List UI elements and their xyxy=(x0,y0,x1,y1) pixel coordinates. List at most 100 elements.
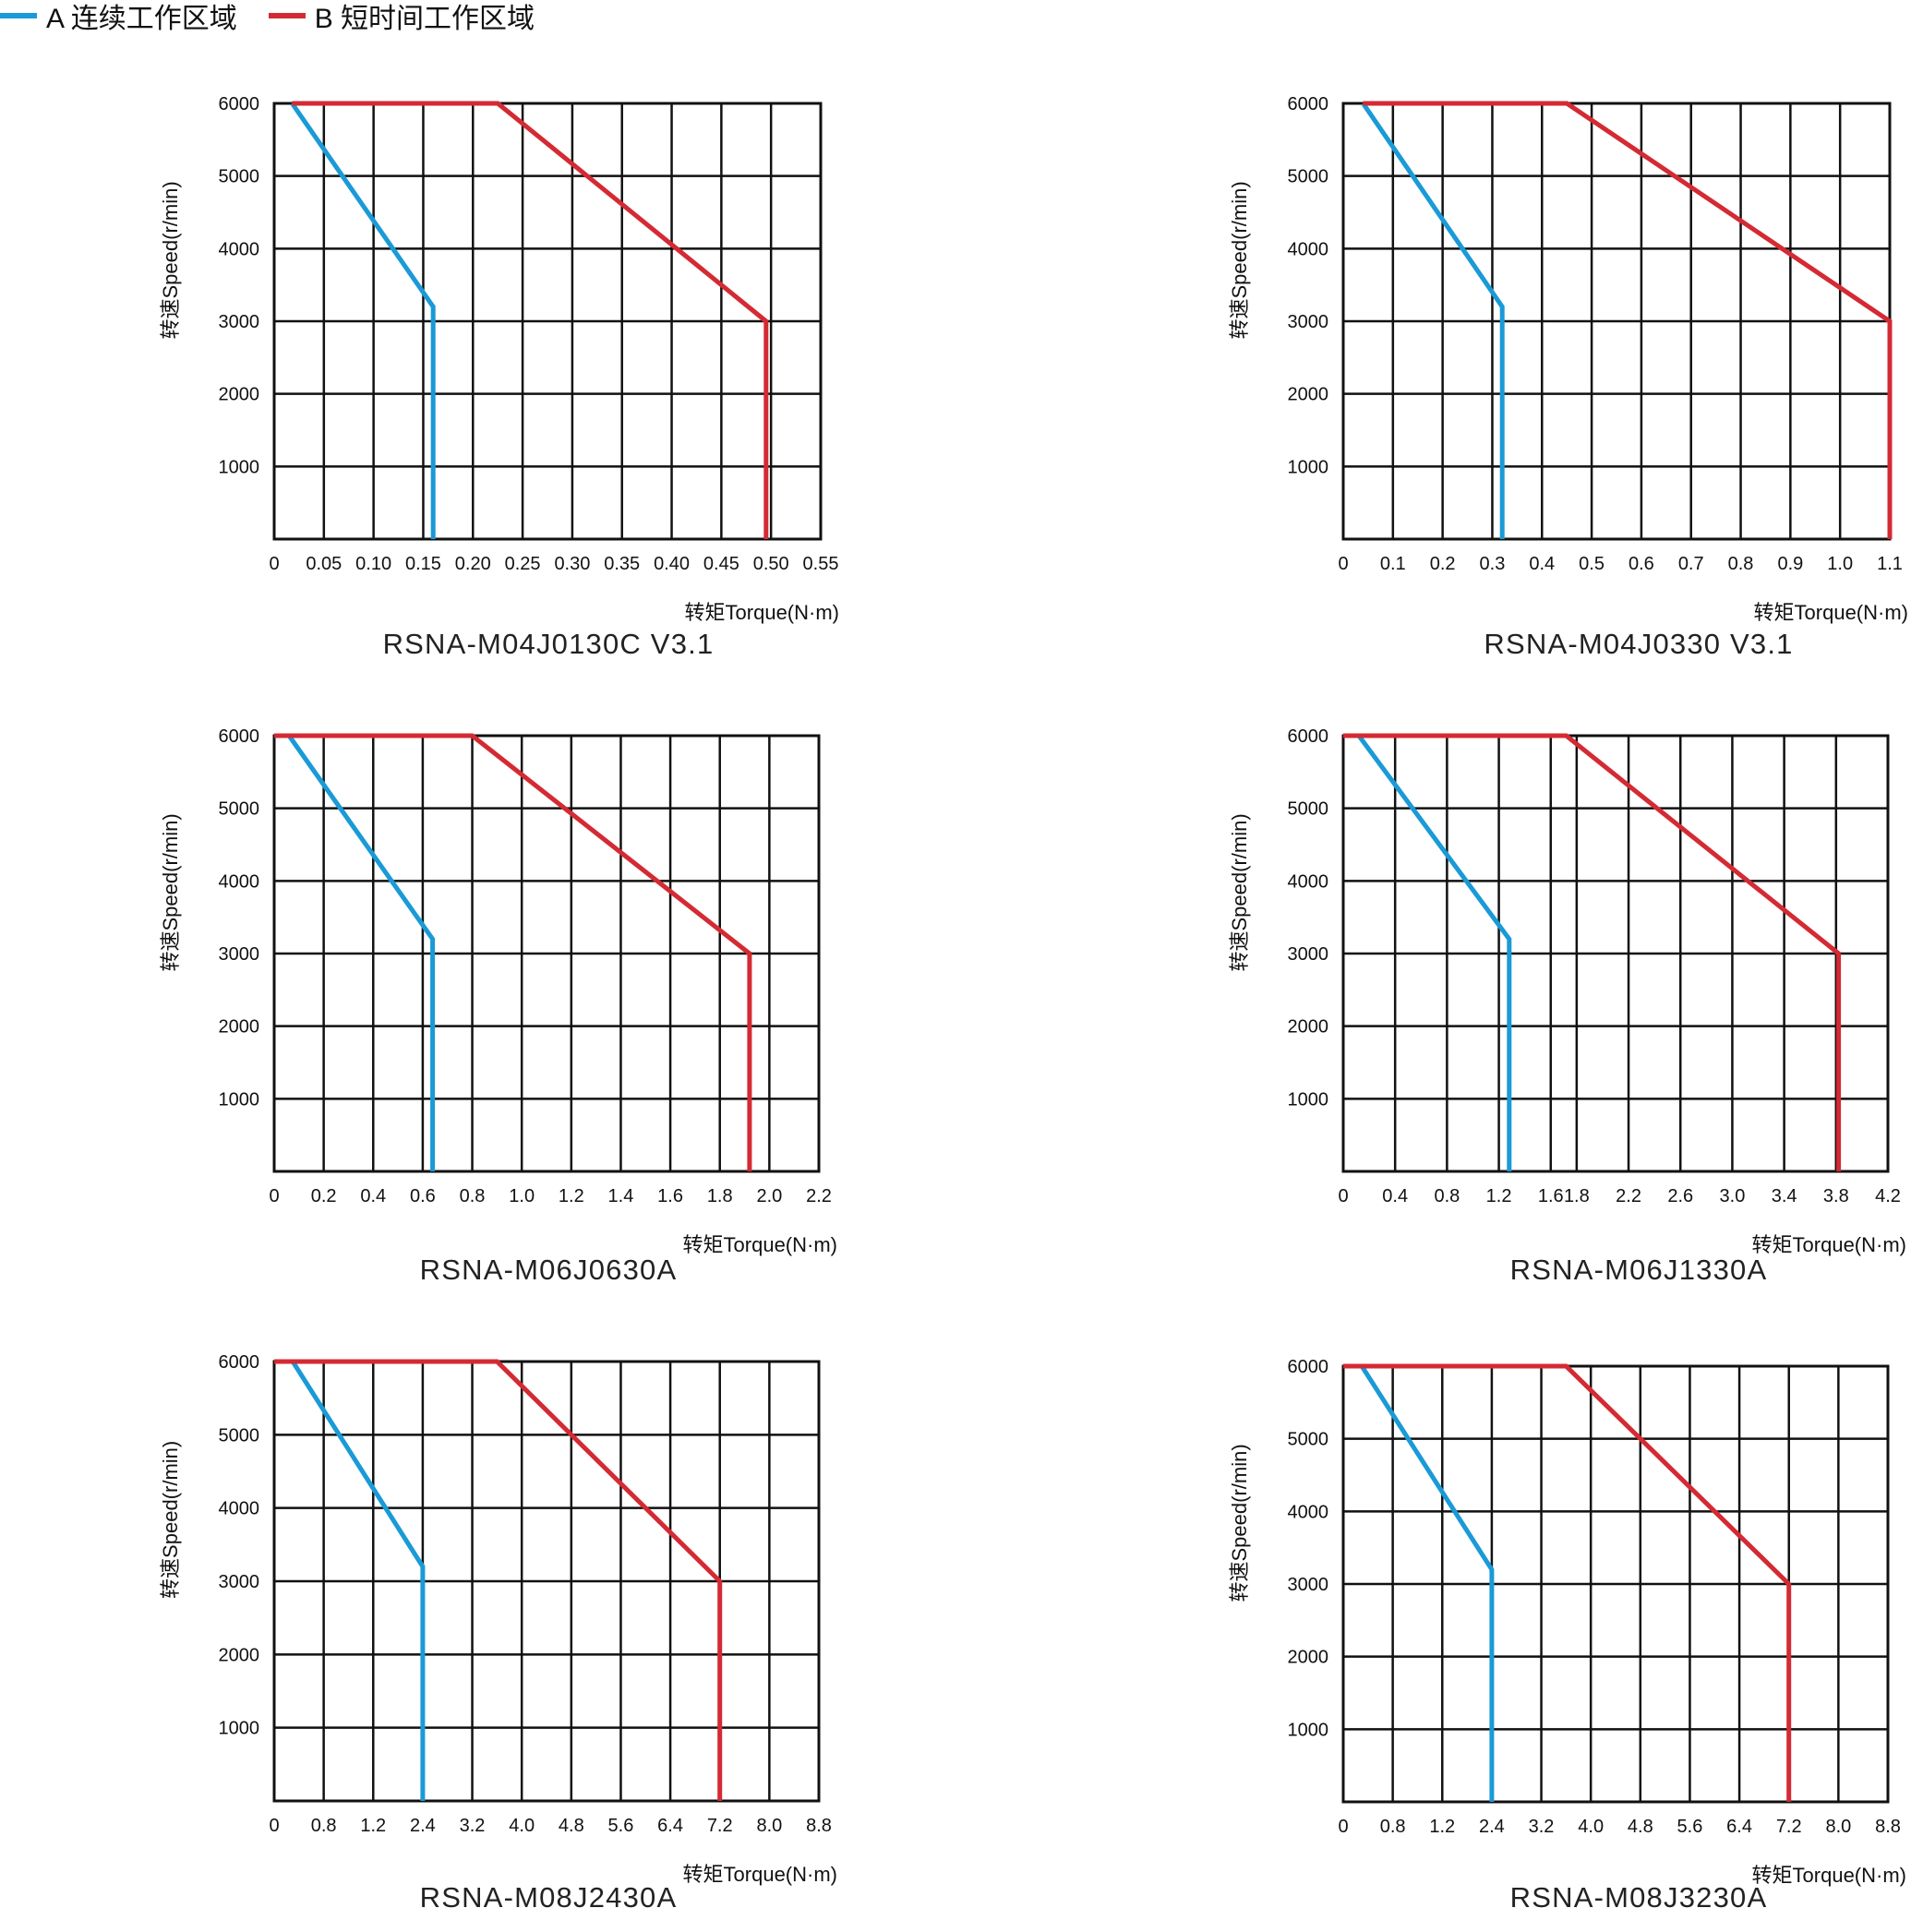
x-tick-label: 0.8 xyxy=(460,1186,486,1206)
y-axis-label: 转速Speed(r/min) xyxy=(1228,813,1251,971)
x-tick-label: 1.2 xyxy=(559,1186,584,1206)
y-tick-label: 3000 xyxy=(219,312,260,332)
y-tick-label: 2000 xyxy=(1288,1017,1329,1038)
x-tick-label: 0.10 xyxy=(355,554,391,574)
y-tick-label: 5000 xyxy=(1288,167,1329,187)
x-tick-label: 8.0 xyxy=(1825,1817,1851,1837)
y-axis-label: 转速Speed(r/min) xyxy=(159,181,182,339)
x-tick-label: 0.2 xyxy=(311,1186,337,1206)
y-tick-label: 5000 xyxy=(219,167,260,187)
legend-item-b: B 短时间工作区域 xyxy=(268,0,535,36)
y-tick-label: 4000 xyxy=(219,239,260,259)
x-tick-label: 0.40 xyxy=(654,554,690,574)
chart-caption-2: RSNA-M04J0330 V3.1 xyxy=(1484,628,1794,660)
x-tick-label: 2.4 xyxy=(410,1816,436,1836)
series-b-line xyxy=(274,733,752,1171)
x-tick-label: 1.8 xyxy=(1564,1186,1590,1206)
y-tick-label: 5000 xyxy=(1288,1430,1329,1450)
x-axis-label: 转矩Torque(N·m) xyxy=(1754,601,1908,624)
x-tick-label: 2.2 xyxy=(806,1186,832,1206)
x-tick-label: 7.2 xyxy=(707,1816,733,1836)
y-tick-label: 5000 xyxy=(219,1425,260,1446)
x-tick-label: 3.2 xyxy=(460,1816,486,1836)
x-tick-label: 3.8 xyxy=(1823,1186,1849,1206)
y-tick-label: 1000 xyxy=(1288,1720,1329,1740)
x-tick-label: 0.4 xyxy=(1529,554,1555,574)
plot-frame xyxy=(1341,1364,1890,1804)
x-tick-label: 8.8 xyxy=(806,1816,832,1836)
x-tick-label: 0.5 xyxy=(1579,554,1605,574)
y-axis-label: 转速Speed(r/min) xyxy=(159,1441,182,1599)
y-tick-label: 1000 xyxy=(219,1719,260,1739)
legend-label-b: B 短时间工作区域 xyxy=(314,4,535,34)
x-tick-label: 0.8 xyxy=(1728,554,1754,574)
x-tick-label: 4.2 xyxy=(1875,1186,1901,1206)
chart-panel-5: 0 0.8 1.2 2.4 3.2 4.0 4.8 5.6 6.4 7.2 8.0 8.8 1000 20… xyxy=(145,1349,847,1902)
y-tick-label: 3000 xyxy=(1288,312,1329,332)
y-tick-label: 3000 xyxy=(1288,1575,1329,1595)
x-tick-label: 0 xyxy=(1338,1186,1348,1206)
x-tick-label: 5.6 xyxy=(1677,1817,1703,1837)
plot-frame xyxy=(272,1360,821,1803)
x-tick-label: 1.2 xyxy=(360,1816,386,1836)
chart-panel-6: 0 0.8 1.2 2.4 3.2 4.0 4.8 5.6 6.4 7.2 8.0 8.8 1000 20… xyxy=(1214,1353,1911,1903)
y-tick-label: 4000 xyxy=(1288,239,1329,259)
plot-frame xyxy=(272,734,821,1173)
y-tick-label: 1000 xyxy=(1288,457,1329,477)
legend-item-a: A 连续工作区域 xyxy=(0,0,237,36)
series-b-line xyxy=(1343,1363,1792,1802)
x-tick-label: 1.8 xyxy=(707,1186,733,1206)
x-axis-label: 转矩Torque(N·m) xyxy=(685,601,839,624)
x-tick-label: 0.7 xyxy=(1678,554,1704,574)
x-tick-label: 2.0 xyxy=(756,1186,782,1206)
chart-caption-4: RSNA-M06J1330A xyxy=(1509,1254,1768,1286)
x-tick-label: 0 xyxy=(269,1816,279,1836)
x-tick-label: 0.2 xyxy=(1430,554,1456,574)
series-b-line xyxy=(274,1359,723,1801)
y-tick-label: 1000 xyxy=(219,457,260,477)
y-axis-label: 转速Speed(r/min) xyxy=(1228,181,1251,339)
y-tick-label: 2000 xyxy=(219,385,260,405)
x-tick-label: 2.4 xyxy=(1479,1817,1505,1837)
series-a-line xyxy=(1359,1364,1495,1802)
y-tick-label: 6000 xyxy=(219,94,260,114)
x-tick-label: 0 xyxy=(1338,1817,1348,1837)
x-tick-label: 0.8 xyxy=(311,1816,337,1836)
chart-panel-3: 0 0.2 0.4 0.6 0.8 1.0 1.2 1.4 1.6 1.8 2.0 2.2 1000 20… xyxy=(145,723,847,1273)
chart-caption-6: RSNA-M08J3230A xyxy=(1509,1881,1768,1914)
plot-frame xyxy=(1341,734,1890,1173)
chart-caption-5: RSNA-M08J2430A xyxy=(419,1881,678,1914)
x-tick-label: 0.8 xyxy=(1434,1186,1460,1206)
x-tick-label: 0.30 xyxy=(554,554,590,574)
x-tick-label: 1.0 xyxy=(1827,554,1853,574)
chart-panel-1: 0 0.05 0.10 0.15 0.20 0.25 0.30 0.35 0.40 0.45 0.5… xyxy=(145,90,848,641)
y-tick-label: 3000 xyxy=(219,944,260,965)
x-tick-label: 0.4 xyxy=(1382,1186,1408,1206)
series-a-line xyxy=(287,734,436,1171)
x-tick-label: 2.2 xyxy=(1616,1186,1641,1206)
chart-svg: 0 0.2 0.4 0.6 0.8 1.0 1.2 1.4 1.6 1.8 2.0 2.2 1000 20… xyxy=(159,726,837,1256)
x-tick-label: 3.4 xyxy=(1772,1186,1797,1206)
x-tick-label: 0.20 xyxy=(455,554,491,574)
series-a-line xyxy=(290,1360,426,1801)
x-axis-label: 转矩Torque(N·m) xyxy=(1752,1864,1906,1887)
plot-frame xyxy=(272,102,823,541)
y-tick-label: 5000 xyxy=(219,799,260,820)
x-tick-label: 1.6 xyxy=(1538,1186,1564,1206)
x-tick-label: 0.1 xyxy=(1380,554,1406,574)
x-tick-label: 1.2 xyxy=(1429,1817,1455,1837)
y-tick-label: 3000 xyxy=(1288,944,1329,965)
x-tick-label: 8.0 xyxy=(756,1816,782,1836)
x-tick-label: 0.45 xyxy=(703,554,739,574)
x-axis-label: 转矩Torque(N·m) xyxy=(683,1233,837,1256)
y-tick-label: 6000 xyxy=(219,726,260,747)
series-b-line xyxy=(1343,733,1842,1171)
x-tick-label: 3.2 xyxy=(1529,1817,1555,1837)
x-tick-label: 1.1 xyxy=(1877,554,1903,574)
x-axis-label: 转矩Torque(N·m) xyxy=(683,1863,837,1886)
legend: A 连续工作区域 B 短时间工作区域 xyxy=(0,0,566,34)
series-a-line xyxy=(1361,102,1505,539)
x-tick-label: 0.6 xyxy=(1629,554,1654,574)
y-tick-label: 5000 xyxy=(1288,799,1329,820)
y-tick-label: 6000 xyxy=(1288,94,1329,114)
